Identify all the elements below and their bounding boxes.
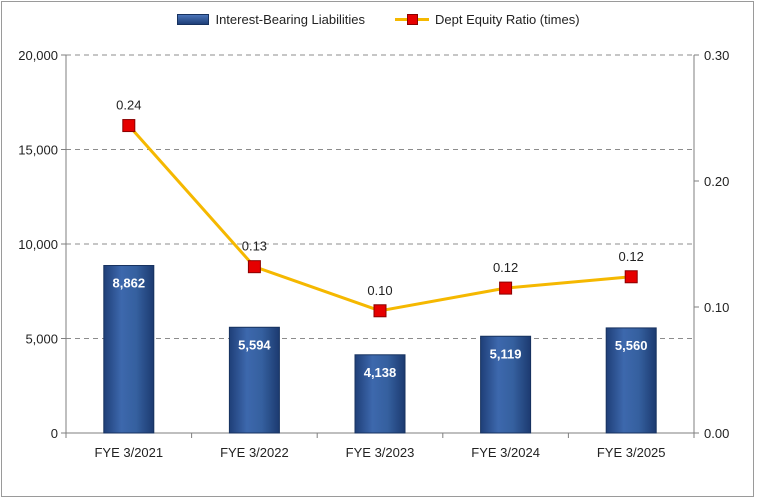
ratio-point (247, 260, 261, 274)
left-axis-tick-label: 10,000 (18, 237, 58, 252)
ratio-value-label: 0.12 (493, 260, 518, 275)
ratio-point (373, 304, 387, 318)
left-axis-tick-label: 5,000 (25, 332, 58, 347)
legend-bar-swatch (177, 13, 210, 25)
x-axis-category-label: FYE 3/2022 (220, 445, 289, 460)
legend-bar-label: Interest-Bearing Liabilities (215, 11, 366, 27)
left-axis-tick-label: 0 (51, 426, 58, 441)
x-axis-category-label: FYE 3/2023 (346, 445, 415, 460)
bar-value-label: 4,138 (364, 365, 397, 380)
right-axis-tick-label: 0.30 (704, 48, 729, 63)
left-axis-tick-label: 20,000 (18, 48, 58, 63)
legend-item-line: Dept Equity Ratio (times) (395, 12, 580, 27)
ratio-value-label: 0.24 (116, 98, 141, 113)
ratio-value-label: 0.12 (619, 249, 644, 264)
legend-line-label: Dept Equity Ratio (times) (435, 11, 580, 27)
bar-value-label: 5,119 (490, 346, 522, 361)
x-axis-category-label: FYE 3/2025 (597, 445, 666, 460)
chart-legend: Interest-Bearing Liabilities Dept Equity… (0, 8, 757, 30)
x-axis-category-label: FYE 3/2024 (471, 445, 540, 460)
bar-value-label: 8,862 (113, 276, 146, 291)
legend-line-swatch (395, 13, 430, 25)
right-axis-tick-label: 0.00 (704, 426, 729, 441)
left-axis-tick-label: 15,000 (18, 143, 58, 158)
ratio-point (624, 270, 638, 284)
bar-value-label: 5,560 (615, 338, 648, 353)
right-axis-tick-label: 0.20 (704, 174, 729, 189)
x-axis-category-label: FYE 3/2021 (94, 445, 163, 460)
bar (103, 265, 155, 434)
right-axis-tick-label: 0.10 (704, 300, 729, 315)
bar (480, 335, 532, 434)
ratio-point (122, 119, 136, 133)
ratio-value-label: 0.13 (242, 239, 267, 254)
bar (354, 354, 406, 434)
bar (228, 326, 280, 434)
ratio-point (499, 281, 513, 295)
ratio-value-label: 0.10 (367, 283, 392, 298)
legend-item-bars: Interest-Bearing Liabilities (177, 12, 365, 27)
bar (605, 327, 657, 434)
bar-value-label: 5,594 (238, 337, 271, 352)
